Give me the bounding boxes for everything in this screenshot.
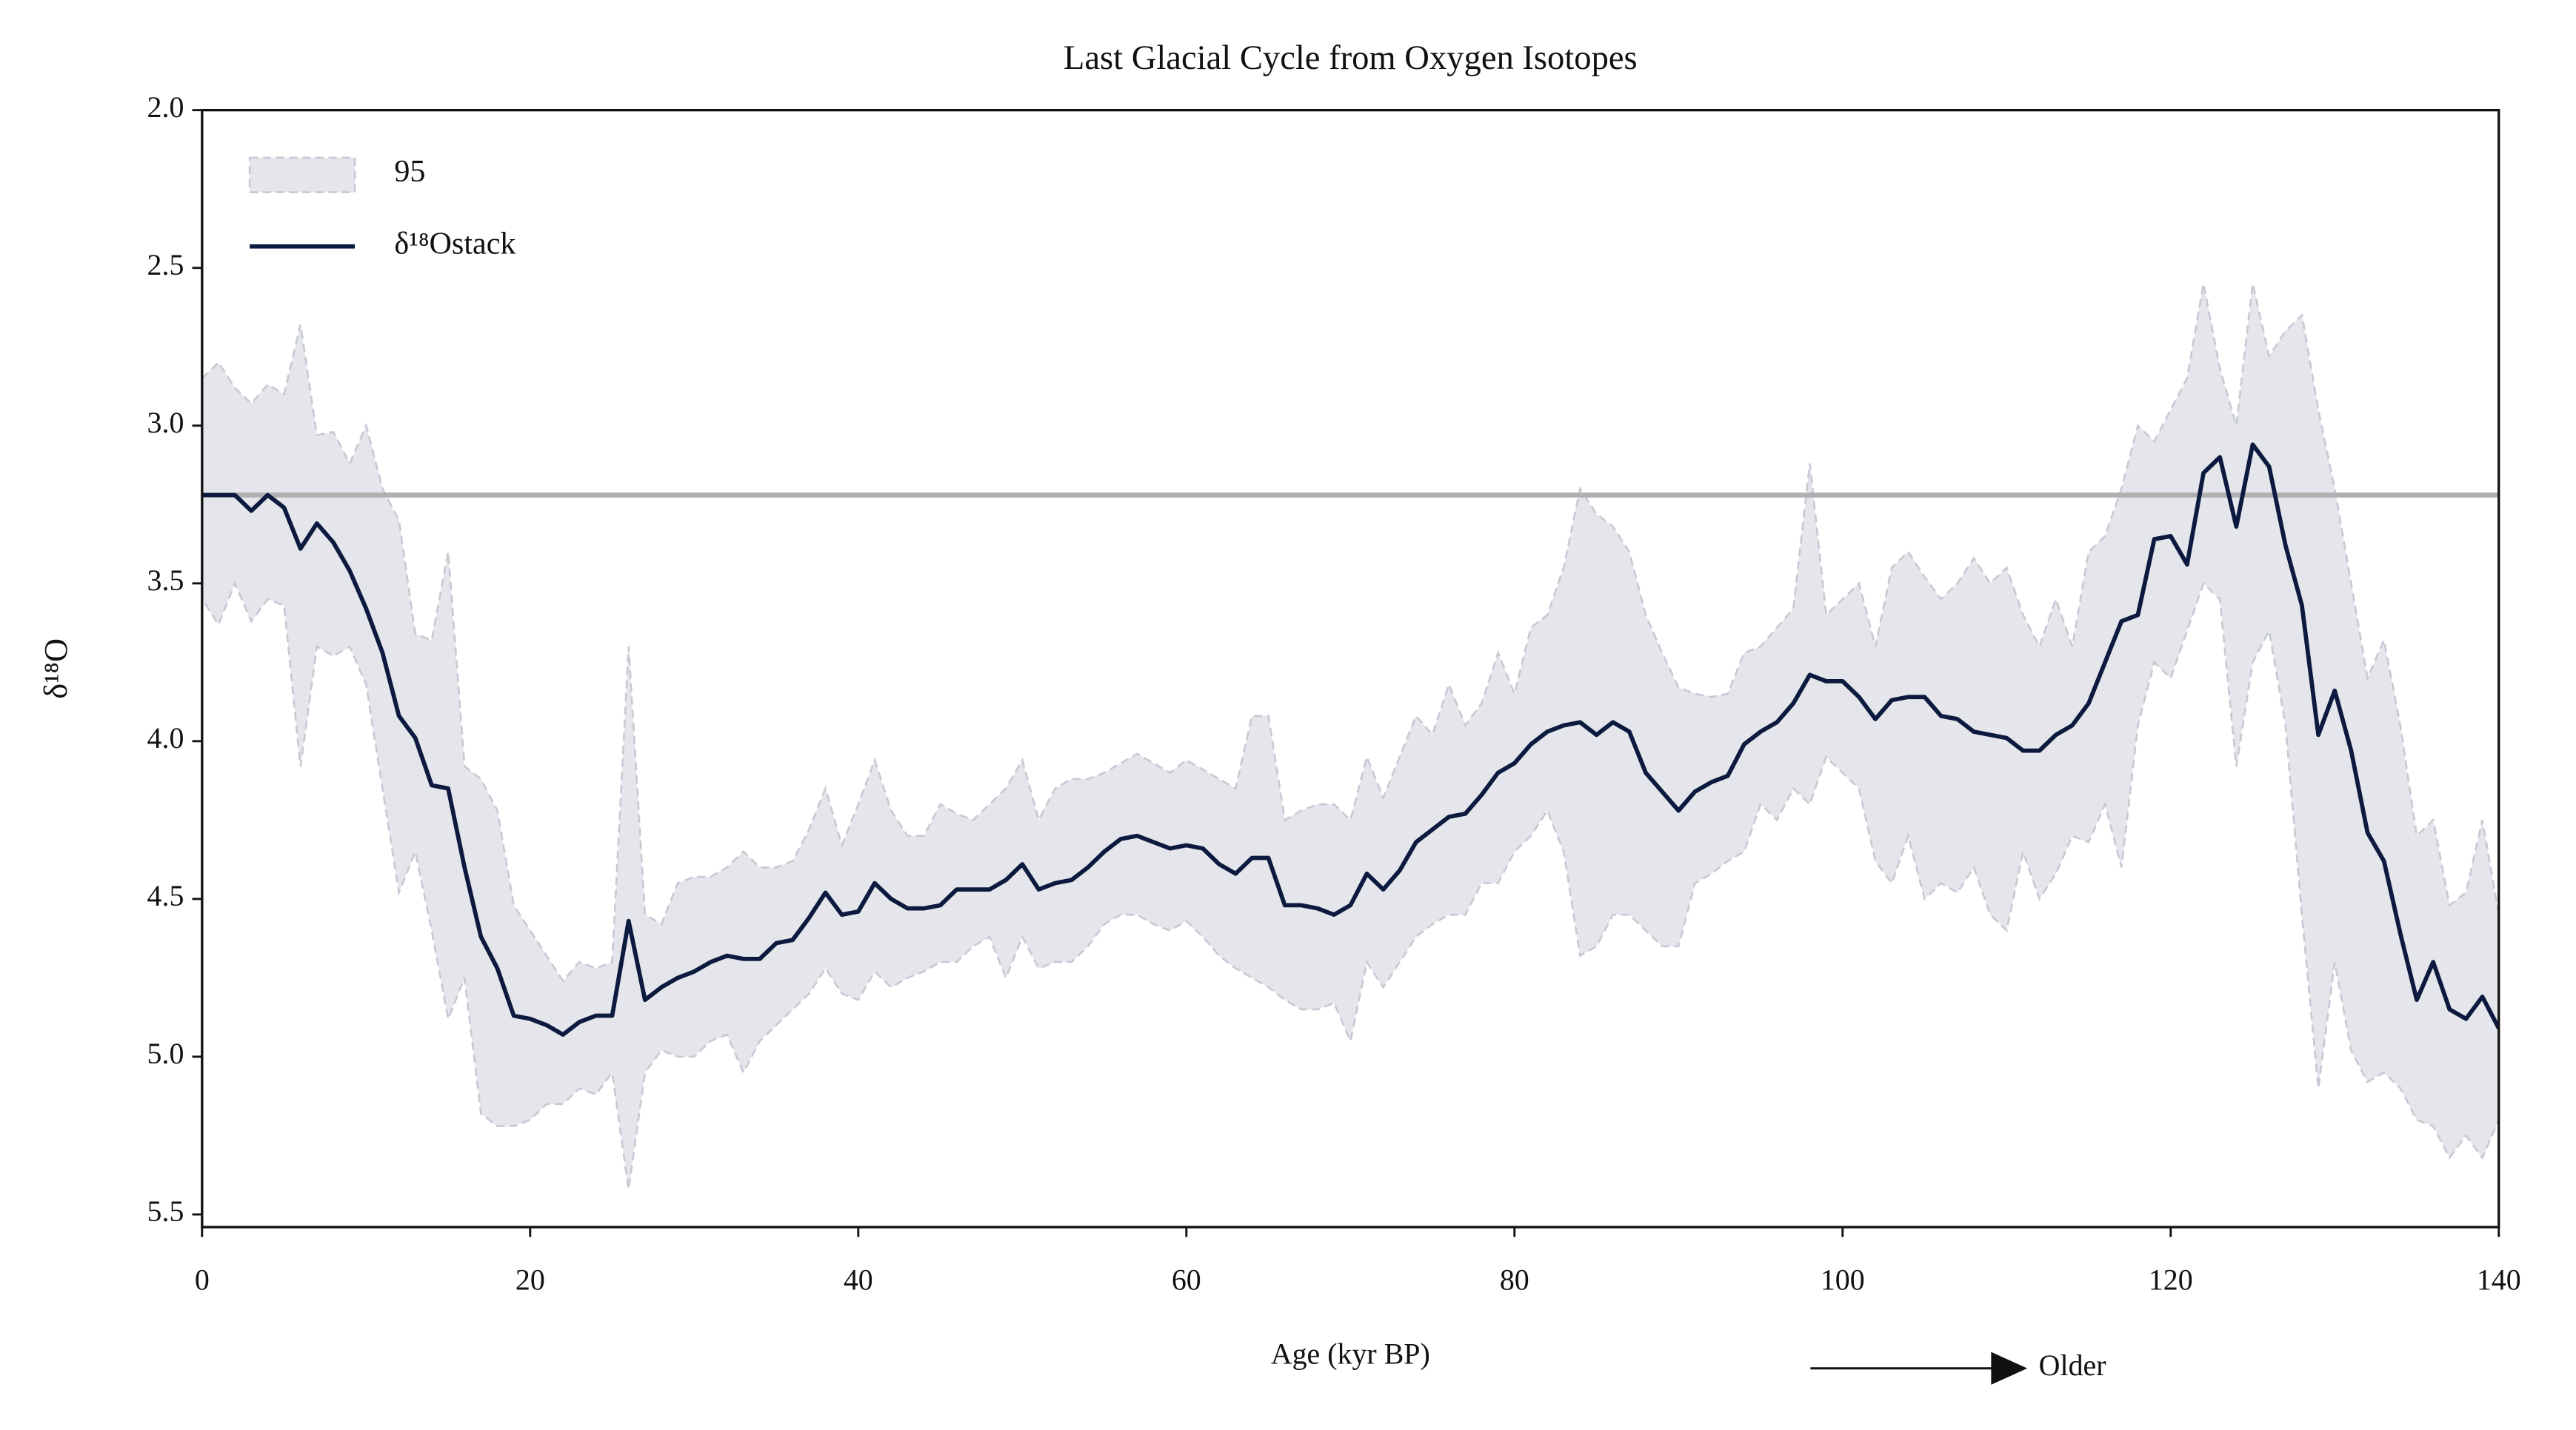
x-tick-label: 140	[2477, 1263, 2521, 1297]
confidence-band	[201, 283, 2499, 1190]
y-tick-label: 2.0	[147, 90, 184, 124]
x-tick-label: 40	[844, 1263, 873, 1297]
x-tick-label: 80	[1500, 1263, 1529, 1297]
x-tick-label: 60	[1172, 1263, 1201, 1297]
x-tick-label: 100	[1821, 1263, 1865, 1297]
y-tick-label: 2.5	[147, 248, 184, 281]
y-axis-label: δ¹⁸O	[37, 638, 74, 699]
x-tick-label: 120	[2149, 1263, 2193, 1297]
annotation: Older	[2039, 1349, 2106, 1382]
arrow-head	[1991, 1352, 2028, 1385]
y-tick-label: 3.5	[147, 564, 184, 597]
x-tick-label: 0	[195, 1263, 210, 1297]
y-tick-label: 5.5	[147, 1195, 184, 1228]
y-tick-label: 4.0	[147, 721, 184, 755]
legend-swatch	[248, 156, 356, 193]
x-tick-label: 20	[515, 1263, 545, 1297]
y-tick-label: 3.0	[147, 406, 184, 439]
x-axis-label: Age (kyr BP)	[1271, 1337, 1430, 1370]
plot-frame	[201, 109, 2500, 1229]
legend-label: 95	[394, 154, 425, 189]
y-tick-label: 5.0	[147, 1037, 184, 1070]
legend-label: δ¹⁸Ostack	[394, 226, 516, 261]
y-tick-label: 4.5	[147, 879, 184, 912]
data-line	[201, 442, 2499, 1037]
chart-title: Last Glacial Cycle from Oxygen Isotopes	[1064, 39, 1638, 77]
